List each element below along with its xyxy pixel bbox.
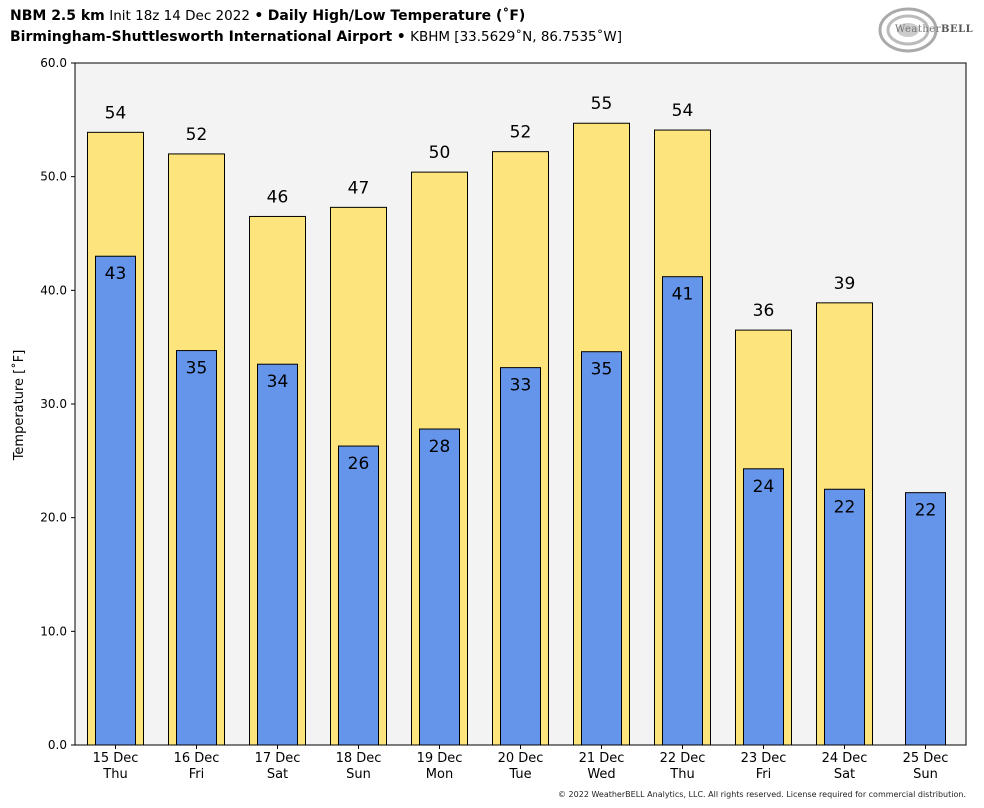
low-temp-bar bbox=[743, 468, 784, 746]
low-temp-label: 24 bbox=[753, 477, 775, 497]
header-line-2: Birmingham-Shuttlesworth International A… bbox=[10, 27, 622, 48]
x-tick-label-day: Sun bbox=[913, 767, 938, 782]
chart-header: NBM 2.5 km Init 18z 14 Dec 2022 • Daily … bbox=[10, 6, 622, 48]
x-tick-label-day: Sat bbox=[267, 767, 288, 782]
y-tick-label: 50.0 bbox=[40, 170, 67, 184]
low-temp-bar bbox=[176, 350, 217, 746]
x-tick-label-day: Fri bbox=[189, 767, 205, 782]
separator-2: • bbox=[396, 29, 406, 45]
model-name: NBM 2.5 km bbox=[10, 8, 105, 24]
low-temp-label: 35 bbox=[186, 359, 208, 379]
y-axis-label: Temperature [˚F] bbox=[12, 349, 27, 461]
y-tick-label: 60.0 bbox=[40, 56, 67, 70]
x-tick-label-date: 24 Dec bbox=[822, 751, 868, 766]
low-temp-bar bbox=[581, 351, 622, 746]
plot-frame bbox=[74, 62, 967, 746]
separator: • bbox=[254, 8, 264, 24]
high-temp-label: 55 bbox=[591, 94, 613, 114]
x-tick-label-date: 20 Dec bbox=[498, 751, 544, 766]
logo-text: WeatherBELL bbox=[895, 24, 973, 35]
high-temp-label: 52 bbox=[510, 123, 532, 143]
x-tick-label-date: 21 Dec bbox=[579, 751, 625, 766]
low-temp-label: 22 bbox=[915, 501, 937, 521]
y-axis-label-wrap: Temperature [˚F] bbox=[12, 294, 27, 461]
low-temp-label: 28 bbox=[429, 437, 451, 457]
x-tick-label-day: Sun bbox=[346, 767, 371, 782]
x-tick-label-date: 22 Dec bbox=[660, 751, 706, 766]
logo-text-a: Weather bbox=[895, 24, 941, 35]
x-tick-label-day: Sat bbox=[834, 767, 855, 782]
low-temp-label: 35 bbox=[591, 360, 613, 380]
y-tick-label: 30.0 bbox=[40, 397, 67, 411]
x-tick-label-day: Mon bbox=[426, 767, 453, 782]
low-temp-label: 43 bbox=[105, 264, 127, 284]
weatherbell-logo-icon bbox=[878, 7, 938, 53]
x-tick-label-date: 19 Dec bbox=[417, 751, 463, 766]
copyright-notice: © 2022 WeatherBELL Analytics, LLC. All r… bbox=[558, 790, 966, 799]
logo-text-b: BELL bbox=[941, 24, 974, 35]
y-tick-label: 10.0 bbox=[40, 624, 67, 638]
low-temp-bar bbox=[905, 492, 946, 746]
y-tick-label: 40.0 bbox=[40, 283, 67, 297]
x-tick-label-day: Tue bbox=[508, 767, 531, 782]
low-temp-bar bbox=[419, 428, 460, 746]
low-temp-bar bbox=[95, 255, 136, 746]
x-tick-label-date: 17 Dec bbox=[255, 751, 301, 766]
high-temp-label: 47 bbox=[348, 178, 370, 198]
product-title: Daily High/Low Temperature (˚F) bbox=[267, 8, 526, 24]
x-tick-label-date: 18 Dec bbox=[336, 751, 382, 766]
high-temp-label: 52 bbox=[186, 125, 208, 145]
high-temp-label: 39 bbox=[834, 274, 856, 294]
init-time: Init 18z 14 Dec 2022 bbox=[109, 8, 250, 24]
low-temp-label: 33 bbox=[510, 376, 532, 396]
low-temp-bar bbox=[824, 488, 865, 746]
x-tick-label-date: 15 Dec bbox=[93, 751, 139, 766]
y-tick-label: 20.0 bbox=[40, 511, 67, 525]
x-tick-label-date: 16 Dec bbox=[174, 751, 220, 766]
high-temp-label: 46 bbox=[267, 187, 289, 207]
low-temp-label: 34 bbox=[267, 372, 289, 392]
low-temp-bar bbox=[500, 367, 541, 746]
low-temp-label: 26 bbox=[348, 454, 370, 474]
header-line-1: NBM 2.5 km Init 18z 14 Dec 2022 • Daily … bbox=[10, 6, 622, 27]
low-temp-label: 41 bbox=[672, 285, 694, 305]
x-tick-label-date: 25 Dec bbox=[903, 751, 949, 766]
x-tick-label-day: Thu bbox=[669, 767, 694, 782]
high-temp-label: 54 bbox=[672, 101, 694, 121]
low-temp-bar bbox=[662, 276, 703, 746]
x-tick-label-date: 23 Dec bbox=[741, 751, 787, 766]
high-temp-label: 50 bbox=[429, 143, 451, 163]
low-temp-bar bbox=[257, 363, 298, 746]
x-tick-label-day: Thu bbox=[102, 767, 127, 782]
high-temp-label: 54 bbox=[105, 103, 127, 123]
low-temp-label: 22 bbox=[834, 497, 856, 517]
high-temp-label: 36 bbox=[753, 301, 775, 321]
station-name: Birmingham-Shuttlesworth International A… bbox=[10, 29, 393, 45]
x-tick-label-day: Wed bbox=[587, 767, 615, 782]
y-tick-label: 0.0 bbox=[48, 738, 67, 752]
low-temp-bar bbox=[338, 445, 379, 746]
station-info: KBHM [33.5629˚N, 86.7535˚W] bbox=[410, 29, 623, 45]
x-tick-label-day: Fri bbox=[756, 767, 772, 782]
